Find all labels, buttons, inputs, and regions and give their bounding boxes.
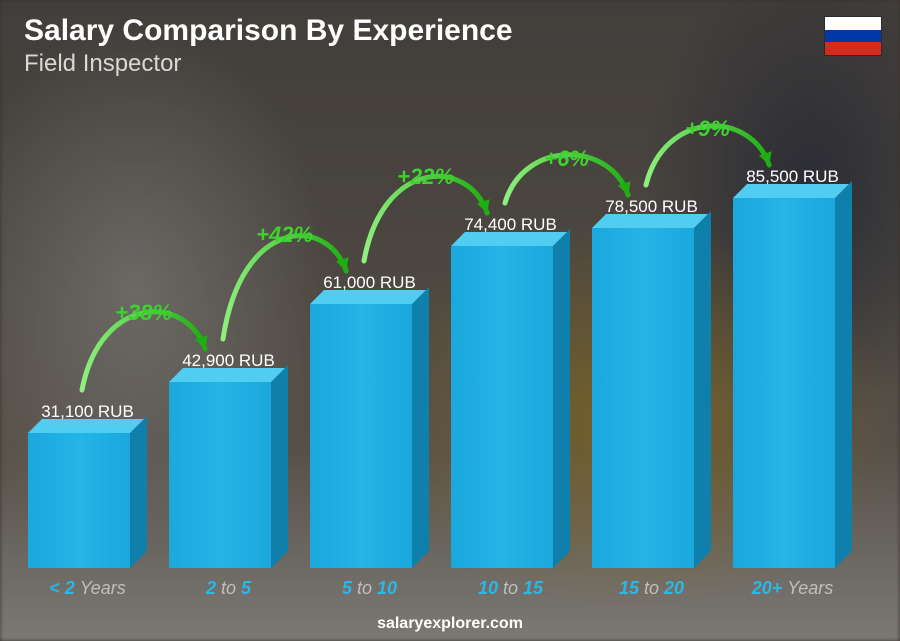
bar-side (271, 365, 288, 568)
bar-side (412, 287, 429, 568)
flag-stripe-blue (825, 30, 881, 43)
bar (310, 304, 429, 568)
bar-column: 74,400 RUB10 to 15 (451, 246, 570, 599)
bar (592, 228, 711, 568)
bar-top (310, 290, 426, 304)
flag-stripe-red (825, 42, 881, 55)
bar-x-label: 20+ Years (752, 578, 834, 599)
bar-top (451, 232, 567, 246)
bar (28, 433, 147, 568)
bar-front (310, 304, 412, 568)
bar-front (169, 382, 271, 568)
bar-x-label: < 2 Years (49, 578, 126, 599)
russia-flag-icon (824, 16, 882, 56)
bar (733, 198, 852, 568)
bar-top (28, 419, 144, 433)
bar-front (592, 228, 694, 568)
bar-column: 78,500 RUB15 to 20 (592, 228, 711, 599)
page-title: Salary Comparison By Experience (24, 14, 513, 48)
bar (169, 382, 288, 568)
bar-column: 61,000 RUB5 to 10 (310, 304, 429, 599)
bar-side (553, 229, 570, 568)
bar-top (592, 214, 708, 228)
bar-side (130, 416, 147, 568)
bar-x-label: 10 to 15 (478, 578, 543, 599)
bar-x-label: 5 to 10 (342, 578, 397, 599)
bar-column: 42,900 RUB2 to 5 (169, 382, 288, 599)
bar-top (169, 368, 285, 382)
bar-column: 31,100 RUB< 2 Years (28, 433, 147, 599)
bar-x-label: 15 to 20 (619, 578, 684, 599)
bar-front (733, 198, 835, 568)
bar (451, 246, 570, 568)
bar-front (451, 246, 553, 568)
bar-x-label: 2 to 5 (206, 578, 251, 599)
bar-column: 85,500 RUB20+ Years (733, 198, 852, 599)
flag-stripe-white (825, 17, 881, 30)
bar-side (694, 211, 711, 568)
bar-front (28, 433, 130, 568)
salary-bar-chart: 31,100 RUB< 2 Years42,900 RUB2 to 561,00… (28, 59, 852, 599)
footer-credit: salaryexplorer.com (0, 615, 900, 633)
bar-top (733, 184, 849, 198)
bar-side (835, 181, 852, 568)
